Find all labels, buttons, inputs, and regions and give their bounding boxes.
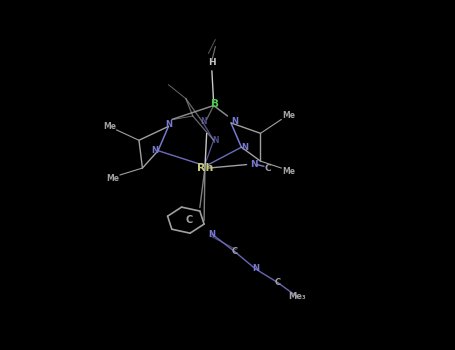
Text: N: N	[165, 120, 172, 129]
Text: Me: Me	[106, 174, 119, 183]
Text: N: N	[241, 143, 248, 152]
Text: Me: Me	[103, 122, 116, 131]
Text: N: N	[151, 146, 158, 155]
Text: Rh: Rh	[197, 163, 213, 173]
Text: B: B	[211, 99, 219, 109]
Text: N: N	[200, 117, 207, 126]
Text: N: N	[250, 160, 258, 169]
Text: C: C	[264, 163, 271, 173]
Text: C: C	[186, 215, 193, 225]
Text: C: C	[232, 247, 238, 256]
Text: H: H	[208, 58, 216, 66]
Text: C: C	[275, 278, 281, 287]
Text: N: N	[231, 117, 238, 126]
Text: Me: Me	[282, 167, 295, 176]
Text: Me₃: Me₃	[288, 292, 306, 301]
Text: N: N	[208, 230, 215, 239]
Text: N: N	[212, 136, 218, 145]
Text: N: N	[252, 264, 259, 273]
Text: Me: Me	[282, 111, 295, 120]
